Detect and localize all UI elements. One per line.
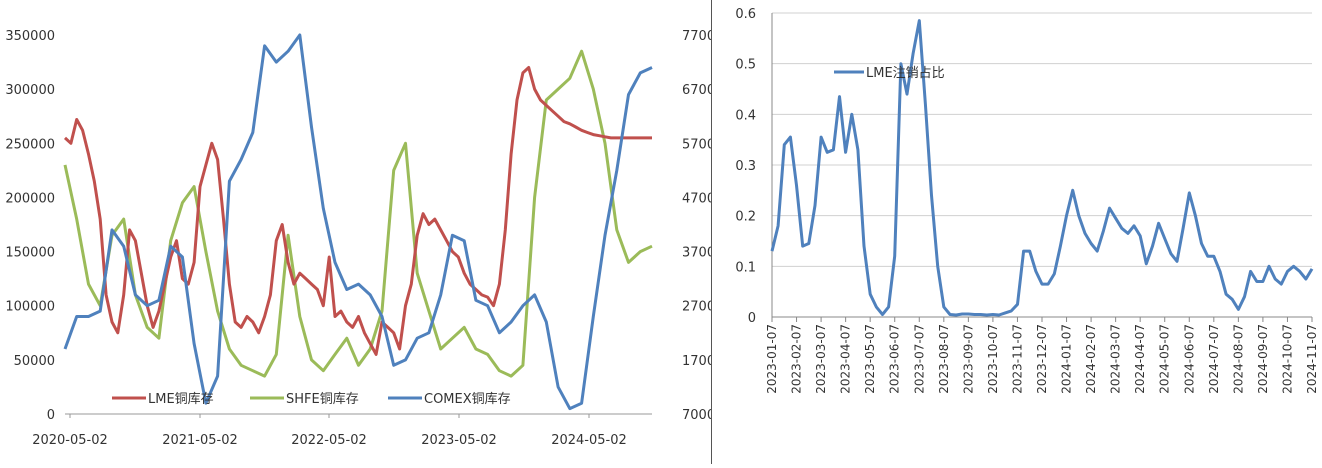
x-tick-label: 2023-10-07 bbox=[986, 324, 1000, 394]
x-tick-label: 2024-07-07 bbox=[1207, 324, 1221, 394]
legend-label: LME铜库存 bbox=[148, 391, 214, 407]
x-tick-label: 2023-12-07 bbox=[1035, 324, 1049, 394]
legend-lme: LME铜库存 bbox=[112, 391, 214, 407]
x-tick-label: 2024-09-07 bbox=[1256, 324, 1270, 394]
x-tick-label: 2023-03-07 bbox=[814, 324, 828, 394]
lme-series-line bbox=[63, 66, 652, 356]
y-right-tick-label: 7000 bbox=[682, 408, 712, 423]
x-tick-label: 2024-02-07 bbox=[1084, 324, 1098, 394]
x-tick-label: 2023-05-07 bbox=[863, 324, 877, 394]
y-right-tick-label: 2700 bbox=[682, 300, 712, 315]
x-tick-label: 2023-11-07 bbox=[1010, 324, 1024, 394]
x-tick-label: 2024-08-07 bbox=[1231, 324, 1245, 394]
x-tick-label: 2023-01-07 bbox=[765, 324, 779, 394]
x-tick-label: 2023-06-07 bbox=[888, 324, 902, 394]
y-left-tick-label: 300000 bbox=[5, 83, 55, 98]
x-tick-label: 2020-05-02 bbox=[32, 433, 108, 448]
x-tick-label: 2021-05-02 bbox=[162, 433, 238, 448]
legend-comex: COMEX铜库存 bbox=[388, 391, 511, 407]
x-tick-label: 2024-10-07 bbox=[1280, 324, 1294, 394]
x-tick-label: 2024-05-02 bbox=[551, 433, 627, 448]
y-left-tick-label: 350000 bbox=[5, 29, 55, 44]
y-left-tick-label: 100000 bbox=[5, 300, 55, 315]
legend-lme-cancelled: LME注销占比 bbox=[834, 66, 945, 81]
x-tick-label: 2024-05-07 bbox=[1158, 324, 1172, 394]
y-tick-label: 0.5 bbox=[735, 58, 756, 73]
shfe-series-line bbox=[63, 49, 653, 378]
y-tick-label: 0 bbox=[748, 311, 756, 326]
x-tick-label: 2023-02-07 bbox=[790, 324, 804, 394]
y-left-tick-label: 200000 bbox=[5, 191, 55, 206]
y-left-tick-label: 150000 bbox=[5, 246, 55, 261]
x-tick-label: 2024-04-07 bbox=[1133, 324, 1147, 394]
x-tick-label: 2024-03-07 bbox=[1109, 324, 1123, 394]
left-chart-panel: 0 50000 100000 150000 200000 250000 300000 3500… bbox=[5, 29, 715, 448]
panel-divider bbox=[711, 0, 712, 464]
lme-cancelled-ratio-line bbox=[770, 19, 1314, 317]
x-tick-label: 2023-09-07 bbox=[961, 324, 975, 394]
y-right-tick-label: 7700 bbox=[682, 29, 712, 44]
y-tick-label: 0.1 bbox=[735, 260, 756, 275]
y-right-tick-label: 1700 bbox=[682, 354, 712, 369]
y-right-tick-label: 4700 bbox=[682, 191, 712, 206]
legend-label: LME注销占比 bbox=[866, 66, 945, 81]
x-tick-label: 2024-01-07 bbox=[1060, 324, 1074, 394]
x-tick-label: 2024-11-07 bbox=[1305, 324, 1319, 394]
x-tick-label: 2022-05-02 bbox=[291, 433, 367, 448]
comex-series-line bbox=[63, 33, 653, 411]
legend-label: COMEX铜库存 bbox=[424, 391, 511, 407]
y-tick-label: 0.2 bbox=[735, 210, 756, 225]
y-left-tick-label: 0 bbox=[47, 408, 55, 423]
y-left-tick-label: 250000 bbox=[5, 137, 55, 152]
legend-label: SHFE铜库存 bbox=[286, 391, 359, 407]
x-tick-label: 2023-05-02 bbox=[421, 433, 497, 448]
lme-cancelled-ratio-chart: 0 0.1 0.2 0.3 0.4 0.5 0.6 2023-01-07 2023-02-07 2… bbox=[735, 7, 1319, 394]
y-tick-label: 0.4 bbox=[735, 108, 756, 123]
x-tick-label: 2024-06-07 bbox=[1182, 324, 1196, 394]
y-left-tick-label: 50000 bbox=[14, 354, 55, 369]
y-right-tick-label: 5700 bbox=[682, 137, 712, 152]
copper-inventory-chart: 0 50000 100000 150000 200000 250000 300000 3500… bbox=[5, 29, 715, 448]
right-chart-panel: 0 0.1 0.2 0.3 0.4 0.5 0.6 2023-01-07 2023-02-07 2… bbox=[716, 0, 1322, 464]
y-tick-label: 0.3 bbox=[735, 159, 756, 174]
y-tick-label: 0.6 bbox=[735, 7, 756, 22]
x-tick-label: 2023-08-07 bbox=[937, 324, 951, 394]
x-tick-label: 2023-07-07 bbox=[912, 324, 926, 394]
y-right-tick-label: 3700 bbox=[682, 246, 712, 261]
x-tick-label: 2023-04-07 bbox=[839, 324, 853, 394]
legend-shfe: SHFE铜库存 bbox=[250, 391, 359, 407]
y-right-tick-label: 6700 bbox=[682, 83, 712, 98]
